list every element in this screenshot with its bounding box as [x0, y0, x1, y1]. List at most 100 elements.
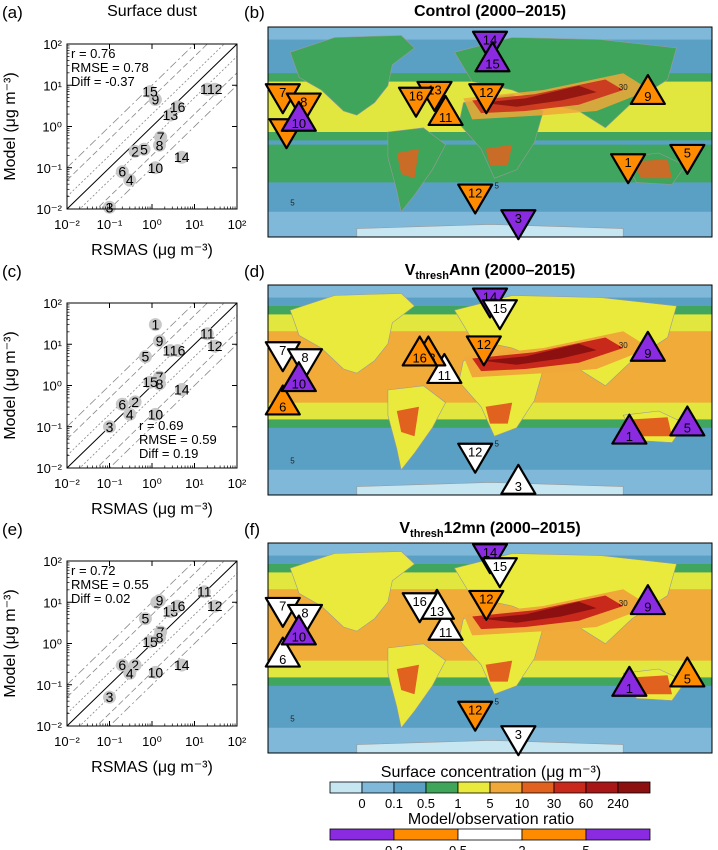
ratio-line	[67, 561, 225, 714]
continent-antarctica	[356, 224, 624, 237]
colorbar-segment	[361, 781, 395, 794]
site-marker	[401, 335, 438, 367]
point-label: 2	[131, 657, 139, 673]
site-label: 12	[468, 445, 482, 460]
scatter-panel-c: 1234567891011121314151610⁻²10⁻²10⁻¹10⁻¹1…	[2, 296, 247, 518]
point-label: 8	[156, 376, 164, 392]
y-tick-label: 10⁰	[42, 379, 62, 394]
ratio-line	[67, 303, 225, 456]
y-tick-label: 10⁰	[42, 120, 62, 135]
site-label: 5	[684, 146, 691, 161]
reference-lines	[67, 44, 237, 209]
site-label: 9	[644, 89, 651, 104]
y-tick-label: 10⁰	[42, 637, 62, 652]
site-label: 12	[479, 85, 493, 100]
site-label: 1	[625, 155, 632, 170]
dust-hotspot	[481, 85, 597, 107]
dust-hotspot	[632, 159, 672, 179]
scatter-point	[208, 339, 222, 353]
x-tick-label: 10¹	[185, 476, 204, 491]
site-label: 5	[684, 421, 691, 436]
site-label: 8	[301, 606, 308, 621]
scatter-point	[175, 658, 189, 672]
scatter-point	[152, 334, 166, 348]
site-label: 10	[292, 116, 306, 131]
scatter-point	[197, 585, 211, 599]
site-marker	[427, 94, 464, 127]
ratio-line	[108, 601, 237, 726]
contour-label: 30	[619, 599, 628, 608]
site-label: 9	[644, 599, 651, 614]
ratio-line	[79, 573, 237, 726]
colorbar-tick-label: 60	[579, 796, 593, 811]
scatter-point	[115, 397, 129, 411]
site-marker	[457, 183, 494, 215]
scatter-point	[208, 599, 222, 613]
map-frame	[267, 542, 713, 754]
y-tick-label: 10²	[43, 296, 62, 311]
x-tick-label: 10²	[228, 476, 247, 491]
ratio-line	[108, 343, 237, 468]
y-axis-label: Model (μg m⁻³)	[2, 72, 19, 180]
continent-antarctica	[356, 740, 624, 753]
point-label: 15	[142, 374, 158, 390]
scatter-point	[138, 350, 152, 364]
dust-hotspot	[485, 660, 513, 682]
colorbar-tick-label: 0.1	[385, 796, 403, 811]
panel-letter-e: (e)	[2, 520, 23, 539]
ratio-colorbar: 0.2 0.5 2 5	[329, 828, 651, 850]
x-tick-label: 10⁻²	[54, 734, 80, 749]
panel-letter-c: (c)	[2, 262, 22, 281]
site-marker	[465, 335, 502, 367]
point-label: 5	[142, 611, 150, 627]
site-label: 1	[626, 429, 633, 444]
site-marker	[397, 86, 435, 118]
panel-letter-f: (f)	[244, 520, 260, 539]
x-tick-label: 10¹	[185, 734, 204, 749]
y-tick-label: 10²	[43, 37, 62, 52]
colorbar-segment	[585, 781, 619, 794]
site-marker	[629, 330, 666, 362]
ratio-tick-label: 5	[582, 843, 589, 850]
contour-label: 5	[290, 715, 295, 724]
site-label: 16	[412, 351, 426, 366]
point-label: 11	[200, 326, 215, 342]
point-label: 12	[207, 81, 223, 97]
point-label: 15	[142, 84, 158, 100]
scatter-point	[175, 150, 189, 164]
dust-hotspot	[632, 417, 672, 437]
point-label: 16	[170, 343, 186, 359]
site-label: 7	[279, 599, 286, 614]
scatter-point	[143, 85, 157, 99]
dust-hotspot	[396, 664, 419, 695]
site-marker	[669, 656, 706, 688]
site-label: 9	[644, 346, 651, 361]
site-marker	[280, 614, 317, 646]
ratio-segment	[521, 828, 587, 841]
x-axis-label: RSMAS (μg m⁻³)	[91, 501, 213, 518]
colorbar-tick-label: 10	[515, 796, 529, 811]
scatter-point	[123, 666, 137, 680]
y-tick-label: 10⁻¹	[36, 678, 62, 693]
point-label: 3	[106, 419, 114, 435]
site-label: 15	[493, 301, 507, 316]
x-tick-label: 10⁰	[142, 217, 162, 232]
scatter-point	[200, 327, 214, 341]
point-label: 6	[118, 164, 126, 180]
site-label: 12	[477, 337, 491, 352]
continent-samerica	[387, 385, 446, 471]
panel-letter-d: (d)	[244, 262, 265, 281]
point-label: 16	[170, 99, 186, 115]
continent-namerica	[289, 293, 415, 374]
point-label: 10	[148, 406, 164, 422]
colorbar-segment	[617, 781, 651, 794]
site-marker	[629, 73, 666, 106]
y-tick-label: 10²	[43, 554, 62, 569]
site-marker	[280, 361, 317, 393]
point-label: 6	[118, 657, 126, 673]
point-label: 12	[207, 338, 223, 354]
ratio-line	[67, 561, 208, 698]
y-tick-label: 10¹	[43, 337, 62, 352]
